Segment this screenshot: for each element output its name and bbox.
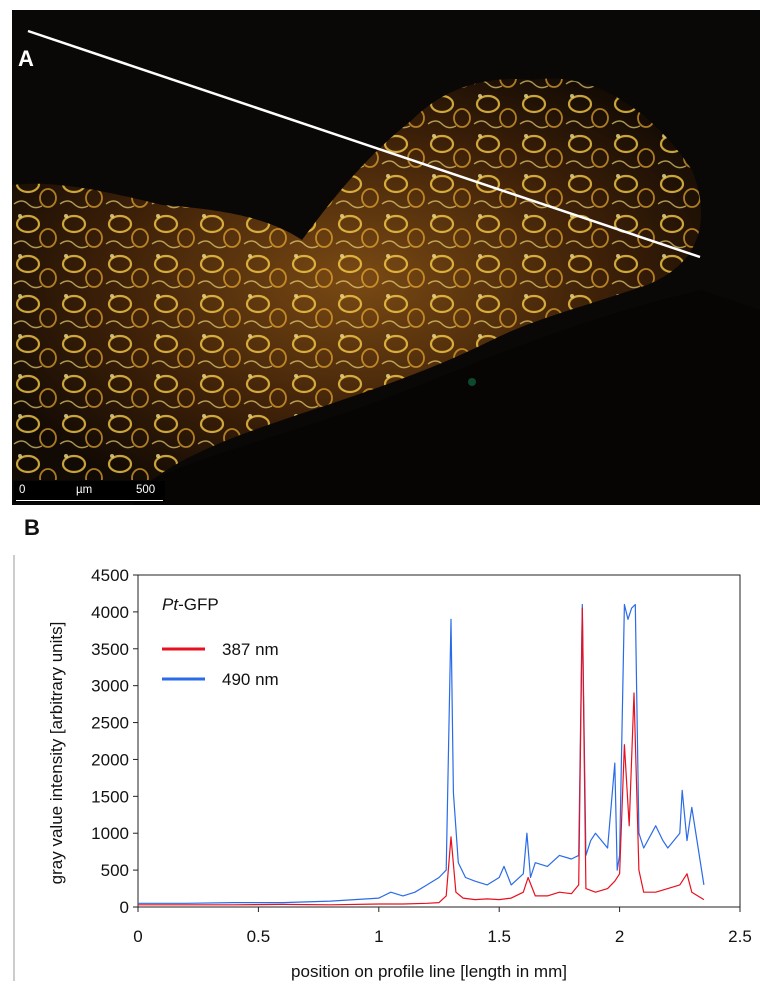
x-tick-label: 2	[615, 927, 624, 946]
cell-network	[12, 78, 702, 480]
x-tick-label: 1.5	[487, 927, 511, 946]
x-tick-label: 1	[374, 927, 383, 946]
scale-bar-unit: µm	[76, 484, 93, 496]
series-line	[138, 603, 705, 904]
y-tick-label: 500	[101, 861, 129, 880]
chart-annotation: Pt-GFP	[162, 595, 219, 614]
y-tick-label: 0	[120, 898, 129, 917]
fluorescence-micrograph	[12, 10, 760, 505]
y-tick-label: 1500	[91, 787, 129, 806]
panel-label-a: A	[18, 46, 34, 71]
scale-bar: 0 µm 500	[14, 481, 165, 502]
scale-bar-end: 500	[136, 484, 156, 496]
profile-line	[27, 29, 701, 259]
legend-label: 490 nm	[222, 670, 279, 689]
x-tick-label: 0.5	[247, 927, 271, 946]
plot-frame	[137, 574, 741, 908]
y-tick-label: 3500	[91, 640, 129, 659]
y-tick-label: 2500	[91, 714, 129, 733]
panel-label-b: B	[24, 515, 40, 540]
legend-label: 387 nm	[222, 640, 279, 659]
plot-area: 0 500 1000 1500 2000 2500 3000 3500 4000 4500 0 0.5…	[47, 566, 752, 981]
x-axis-label: position on profile line [length in mm]	[291, 962, 567, 981]
y-tick-label: 2000	[91, 750, 129, 769]
x-tick-label: 2.5	[728, 927, 752, 946]
y-axis-label: gray value intensity [arbitrary units]	[47, 622, 66, 885]
scale-bar-start: 0	[19, 484, 26, 496]
y-tick-label: 3000	[91, 677, 129, 696]
y-tick-label: 1000	[91, 824, 129, 843]
x-tick-label: 0	[133, 927, 142, 946]
micrograph-panel-a: 0 µm 500	[12, 10, 760, 505]
y-tick-label: 4000	[91, 603, 129, 622]
y-tick-label: 4500	[91, 566, 129, 585]
series-line	[138, 607, 705, 906]
